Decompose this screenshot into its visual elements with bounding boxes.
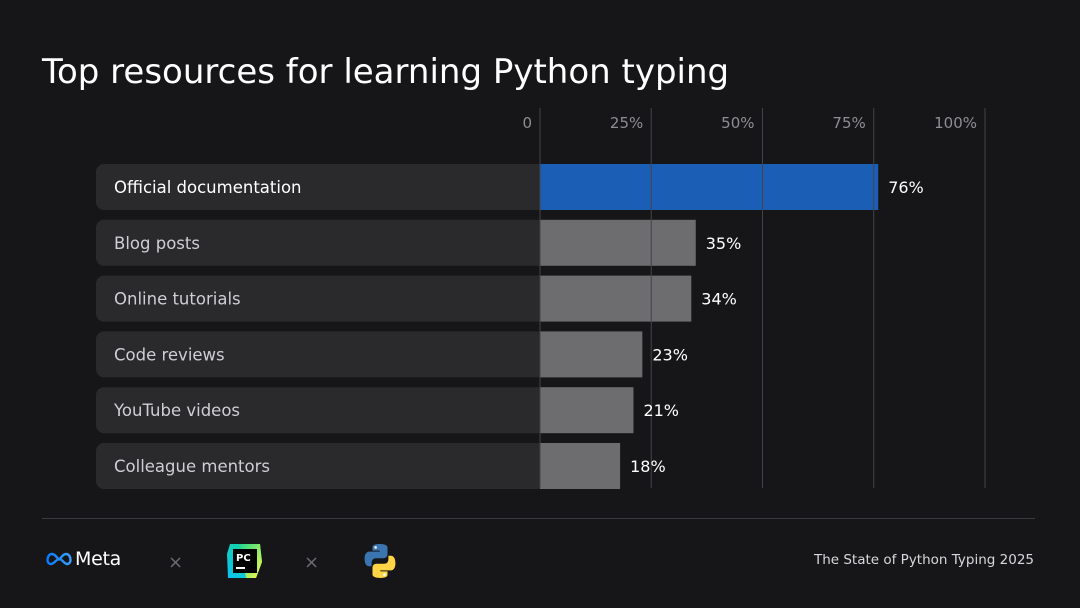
data-label: 35% <box>706 234 742 253</box>
pycharm-icon: PC <box>227 544 262 578</box>
category-label: Blog posts <box>114 234 200 253</box>
footer-divider <box>42 518 1035 519</box>
category-label: Colleague mentors <box>114 457 270 476</box>
separator-x-2: × <box>304 552 320 573</box>
category-row-background <box>96 331 546 378</box>
bars <box>540 164 879 489</box>
separator-x-1: × <box>168 552 184 573</box>
svg-text:PC: PC <box>236 553 251 564</box>
category-row-background <box>96 219 546 266</box>
bar <box>540 164 879 210</box>
data-label: 18% <box>630 457 666 476</box>
gridlines <box>539 108 986 488</box>
labels: Official documentation 76% Blog posts 35% On… <box>113 114 977 476</box>
row-backgrounds <box>96 164 546 489</box>
bar <box>540 331 643 378</box>
category-label: YouTube videos <box>113 401 240 420</box>
x-tick-label: 75% <box>832 114 865 132</box>
x-tick-label: 100% <box>934 114 977 132</box>
data-label: 21% <box>643 401 679 420</box>
chart-title: Top resources for learning Python typing <box>42 52 730 92</box>
meta-logo: Meta <box>46 548 121 570</box>
pycharm-logo: PC <box>226 542 264 584</box>
data-label: 76% <box>888 178 924 197</box>
bar <box>540 275 692 322</box>
bar <box>540 219 696 266</box>
bar-chart: Official documentation 76% Blog posts 35% On… <box>96 108 986 489</box>
category-row-background <box>96 164 546 210</box>
meta-infinity-icon <box>46 552 72 566</box>
category-row-background <box>96 443 546 489</box>
x-tick-label: 0 <box>522 114 532 132</box>
x-tick-label: 25% <box>610 114 643 132</box>
meta-wordmark: Meta <box>75 548 121 570</box>
python-icon <box>364 544 396 578</box>
data-label: 23% <box>652 345 688 364</box>
report-caption: The State of Python Typing 2025 <box>813 552 1034 568</box>
category-label: Code reviews <box>114 345 225 364</box>
data-label: 34% <box>701 290 737 309</box>
python-logo <box>361 542 399 584</box>
category-label: Online tutorials <box>114 290 241 309</box>
bar <box>540 387 634 434</box>
category-row-background <box>96 387 546 434</box>
x-tick-label: 50% <box>721 114 754 132</box>
bar <box>540 443 621 489</box>
category-row-background <box>96 275 546 322</box>
category-label: Official documentation <box>114 178 302 197</box>
